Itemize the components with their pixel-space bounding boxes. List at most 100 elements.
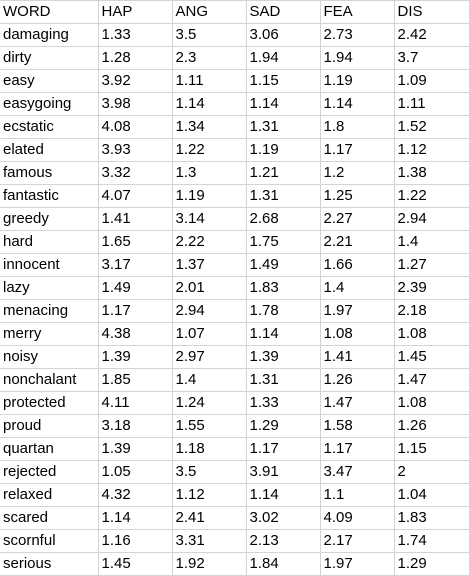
cell-word[interactable]: nonchalant [0, 368, 99, 392]
cell-ang[interactable]: 3.5 [171, 460, 247, 484]
cell-hap[interactable]: 3.18 [97, 414, 173, 438]
cell-fea[interactable]: 1.14 [319, 92, 395, 116]
cell-hap[interactable]: 1.17 [97, 299, 173, 323]
cell-fea[interactable]: 1.17 [319, 437, 395, 461]
cell-ang[interactable]: 2.94 [171, 299, 247, 323]
cell-word[interactable]: rejected [0, 460, 99, 484]
cell-fea[interactable]: 1.25 [319, 184, 395, 208]
cell-hap[interactable]: 4.08 [97, 115, 173, 139]
cell-word[interactable]: elated [0, 138, 99, 162]
cell-dis[interactable]: 1.27 [393, 253, 469, 277]
cell-ang[interactable]: 1.37 [171, 253, 247, 277]
cell-sad[interactable]: 3.91 [245, 460, 321, 484]
cell-hap[interactable]: 1.49 [97, 276, 173, 300]
cell-sad[interactable]: 1.21 [245, 161, 321, 185]
cell-word[interactable]: quartan [0, 437, 99, 461]
cell-ang[interactable]: 2.97 [171, 345, 247, 369]
cell-sad[interactable]: 1.33 [245, 391, 321, 415]
cell-ang[interactable]: 1.3 [171, 161, 247, 185]
cell-word[interactable]: easy [0, 69, 99, 93]
cell-fea[interactable]: 1.8 [319, 115, 395, 139]
cell-dis[interactable]: 1.45 [393, 345, 469, 369]
cell-dis[interactable]: 2 [393, 460, 469, 484]
cell-ang[interactable]: 1.14 [171, 92, 247, 116]
cell-word[interactable]: scornful [0, 529, 99, 553]
cell-dis[interactable]: 1.74 [393, 529, 469, 553]
cell-fea[interactable]: 1.97 [319, 552, 395, 576]
cell-hap[interactable]: 1.65 [97, 230, 173, 254]
cell-sad[interactable]: 1.39 [245, 345, 321, 369]
cell-ang[interactable]: 1.11 [171, 69, 247, 93]
cell-hap[interactable]: 3.17 [97, 253, 173, 277]
cell-word[interactable]: scared [0, 506, 99, 530]
cell-ang[interactable]: 1.55 [171, 414, 247, 438]
cell-ang[interactable]: 1.07 [171, 322, 247, 346]
cell-fea[interactable]: 1.94 [319, 46, 395, 70]
cell-fea[interactable]: 1.4 [319, 276, 395, 300]
cell-fea[interactable]: 2.17 [319, 529, 395, 553]
cell-word[interactable]: serious [0, 552, 99, 576]
cell-word[interactable]: innocent [0, 253, 99, 277]
cell-hap[interactable]: 1.33 [97, 23, 173, 47]
cell-word[interactable]: proud [0, 414, 99, 438]
cell-sad[interactable]: 3.02 [245, 506, 321, 530]
column-header-word[interactable]: WORD [0, 0, 99, 24]
cell-dis[interactable]: 1.52 [393, 115, 469, 139]
cell-dis[interactable]: 1.47 [393, 368, 469, 392]
cell-word[interactable]: relaxed [0, 483, 99, 507]
cell-ang[interactable]: 2.41 [171, 506, 247, 530]
cell-sad[interactable]: 1.75 [245, 230, 321, 254]
cell-dis[interactable]: 1.08 [393, 391, 469, 415]
column-header-ang[interactable]: ANG [171, 0, 247, 24]
cell-sad[interactable]: 1.31 [245, 184, 321, 208]
cell-ang[interactable]: 1.12 [171, 483, 247, 507]
cell-hap[interactable]: 1.05 [97, 460, 173, 484]
cell-sad[interactable]: 1.94 [245, 46, 321, 70]
column-header-sad[interactable]: SAD [245, 0, 321, 24]
cell-ang[interactable]: 1.19 [171, 184, 247, 208]
column-header-dis[interactable]: DIS [393, 0, 469, 24]
cell-fea[interactable]: 1.58 [319, 414, 395, 438]
cell-hap[interactable]: 4.11 [97, 391, 173, 415]
cell-dis[interactable]: 1.29 [393, 552, 469, 576]
cell-sad[interactable]: 1.14 [245, 322, 321, 346]
cell-dis[interactable]: 1.15 [393, 437, 469, 461]
cell-hap[interactable]: 1.39 [97, 437, 173, 461]
cell-sad[interactable]: 1.29 [245, 414, 321, 438]
cell-word[interactable]: famous [0, 161, 99, 185]
cell-sad[interactable]: 2.68 [245, 207, 321, 231]
cell-hap[interactable]: 1.28 [97, 46, 173, 70]
cell-sad[interactable]: 1.83 [245, 276, 321, 300]
cell-sad[interactable]: 3.06 [245, 23, 321, 47]
cell-hap[interactable]: 1.85 [97, 368, 173, 392]
cell-ang[interactable]: 3.14 [171, 207, 247, 231]
cell-word[interactable]: dirty [0, 46, 99, 70]
cell-fea[interactable]: 3.47 [319, 460, 395, 484]
cell-ang[interactable]: 1.22 [171, 138, 247, 162]
cell-sad[interactable]: 1.14 [245, 483, 321, 507]
cell-fea[interactable]: 1.2 [319, 161, 395, 185]
cell-hap[interactable]: 3.98 [97, 92, 173, 116]
cell-ang[interactable]: 1.4 [171, 368, 247, 392]
cell-sad[interactable]: 1.31 [245, 368, 321, 392]
cell-word[interactable]: damaging [0, 23, 99, 47]
cell-dis[interactable]: 1.12 [393, 138, 469, 162]
cell-sad[interactable]: 1.78 [245, 299, 321, 323]
cell-sad[interactable]: 1.19 [245, 138, 321, 162]
cell-word[interactable]: merry [0, 322, 99, 346]
cell-dis[interactable]: 2.39 [393, 276, 469, 300]
cell-fea[interactable]: 4.09 [319, 506, 395, 530]
cell-hap[interactable]: 3.32 [97, 161, 173, 185]
cell-word[interactable]: fantastic [0, 184, 99, 208]
cell-dis[interactable]: 1.11 [393, 92, 469, 116]
cell-dis[interactable]: 2.42 [393, 23, 469, 47]
cell-dis[interactable]: 1.38 [393, 161, 469, 185]
cell-word[interactable]: ecstatic [0, 115, 99, 139]
cell-word[interactable]: lazy [0, 276, 99, 300]
cell-ang[interactable]: 2.22 [171, 230, 247, 254]
cell-fea[interactable]: 1.47 [319, 391, 395, 415]
cell-dis[interactable]: 2.18 [393, 299, 469, 323]
cell-dis[interactable]: 1.04 [393, 483, 469, 507]
cell-hap[interactable]: 3.93 [97, 138, 173, 162]
cell-hap[interactable]: 4.38 [97, 322, 173, 346]
